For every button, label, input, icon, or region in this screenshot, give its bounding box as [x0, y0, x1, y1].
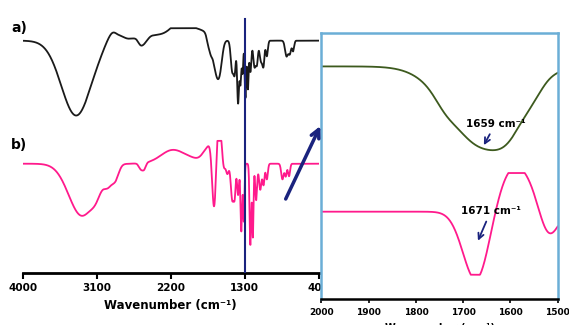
Text: b): b)	[11, 138, 27, 152]
Text: a): a)	[11, 21, 27, 35]
Text: 1671 cm⁻¹: 1671 cm⁻¹	[461, 206, 521, 239]
Text: 1659 cm⁻¹: 1659 cm⁻¹	[465, 119, 525, 143]
X-axis label: Wavenumber (cm⁻¹): Wavenumber (cm⁻¹)	[385, 323, 494, 325]
X-axis label: Wavenumber (cm⁻¹): Wavenumber (cm⁻¹)	[104, 299, 237, 312]
